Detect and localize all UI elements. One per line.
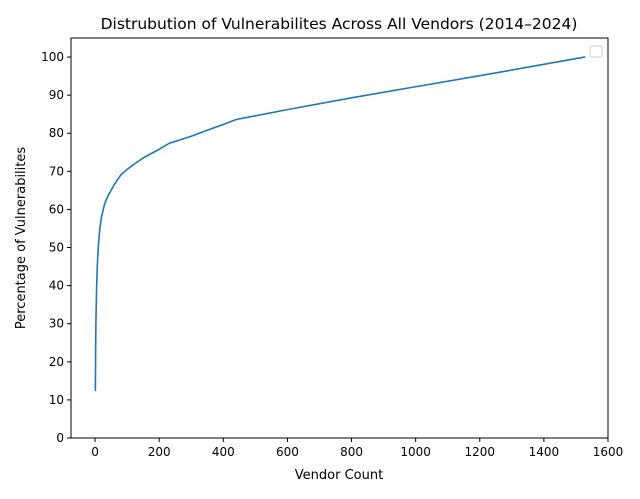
- x-tick-label: 1200: [464, 445, 495, 459]
- y-tick-label: 40: [49, 279, 64, 293]
- x-tick-label: 1600: [593, 445, 624, 459]
- y-tick-label: 90: [49, 88, 64, 102]
- series-line: [94, 56, 586, 392]
- y-tick-label: 70: [49, 164, 64, 178]
- y-tick-label: 80: [49, 126, 64, 140]
- y-tick-label: 10: [49, 393, 64, 407]
- y-tick-label: 60: [49, 202, 64, 216]
- y-tick-label: 30: [49, 317, 64, 331]
- x-tick-label: 1000: [400, 445, 431, 459]
- x-tick-label: 400: [212, 445, 235, 459]
- chart-title: Distrubution of Vulnerabilites Across Al…: [101, 15, 578, 33]
- y-tick-label: 0: [56, 431, 64, 445]
- x-tick-label: 1400: [529, 445, 560, 459]
- y-axis-label: Percentage of Vulnerabilites: [14, 147, 29, 330]
- x-tick-label: 0: [91, 445, 99, 459]
- x-axis-label: Vendor Count: [295, 468, 383, 483]
- y-tick-label: 20: [49, 355, 64, 369]
- y-tick-label: 100: [41, 50, 64, 64]
- x-tick-label: 200: [148, 445, 171, 459]
- x-tick-label: 800: [340, 445, 363, 459]
- plot-frame: [70, 37, 609, 439]
- legend-box: [589, 45, 603, 58]
- x-tick-label: 600: [276, 445, 299, 459]
- y-tick-label: 50: [49, 241, 64, 255]
